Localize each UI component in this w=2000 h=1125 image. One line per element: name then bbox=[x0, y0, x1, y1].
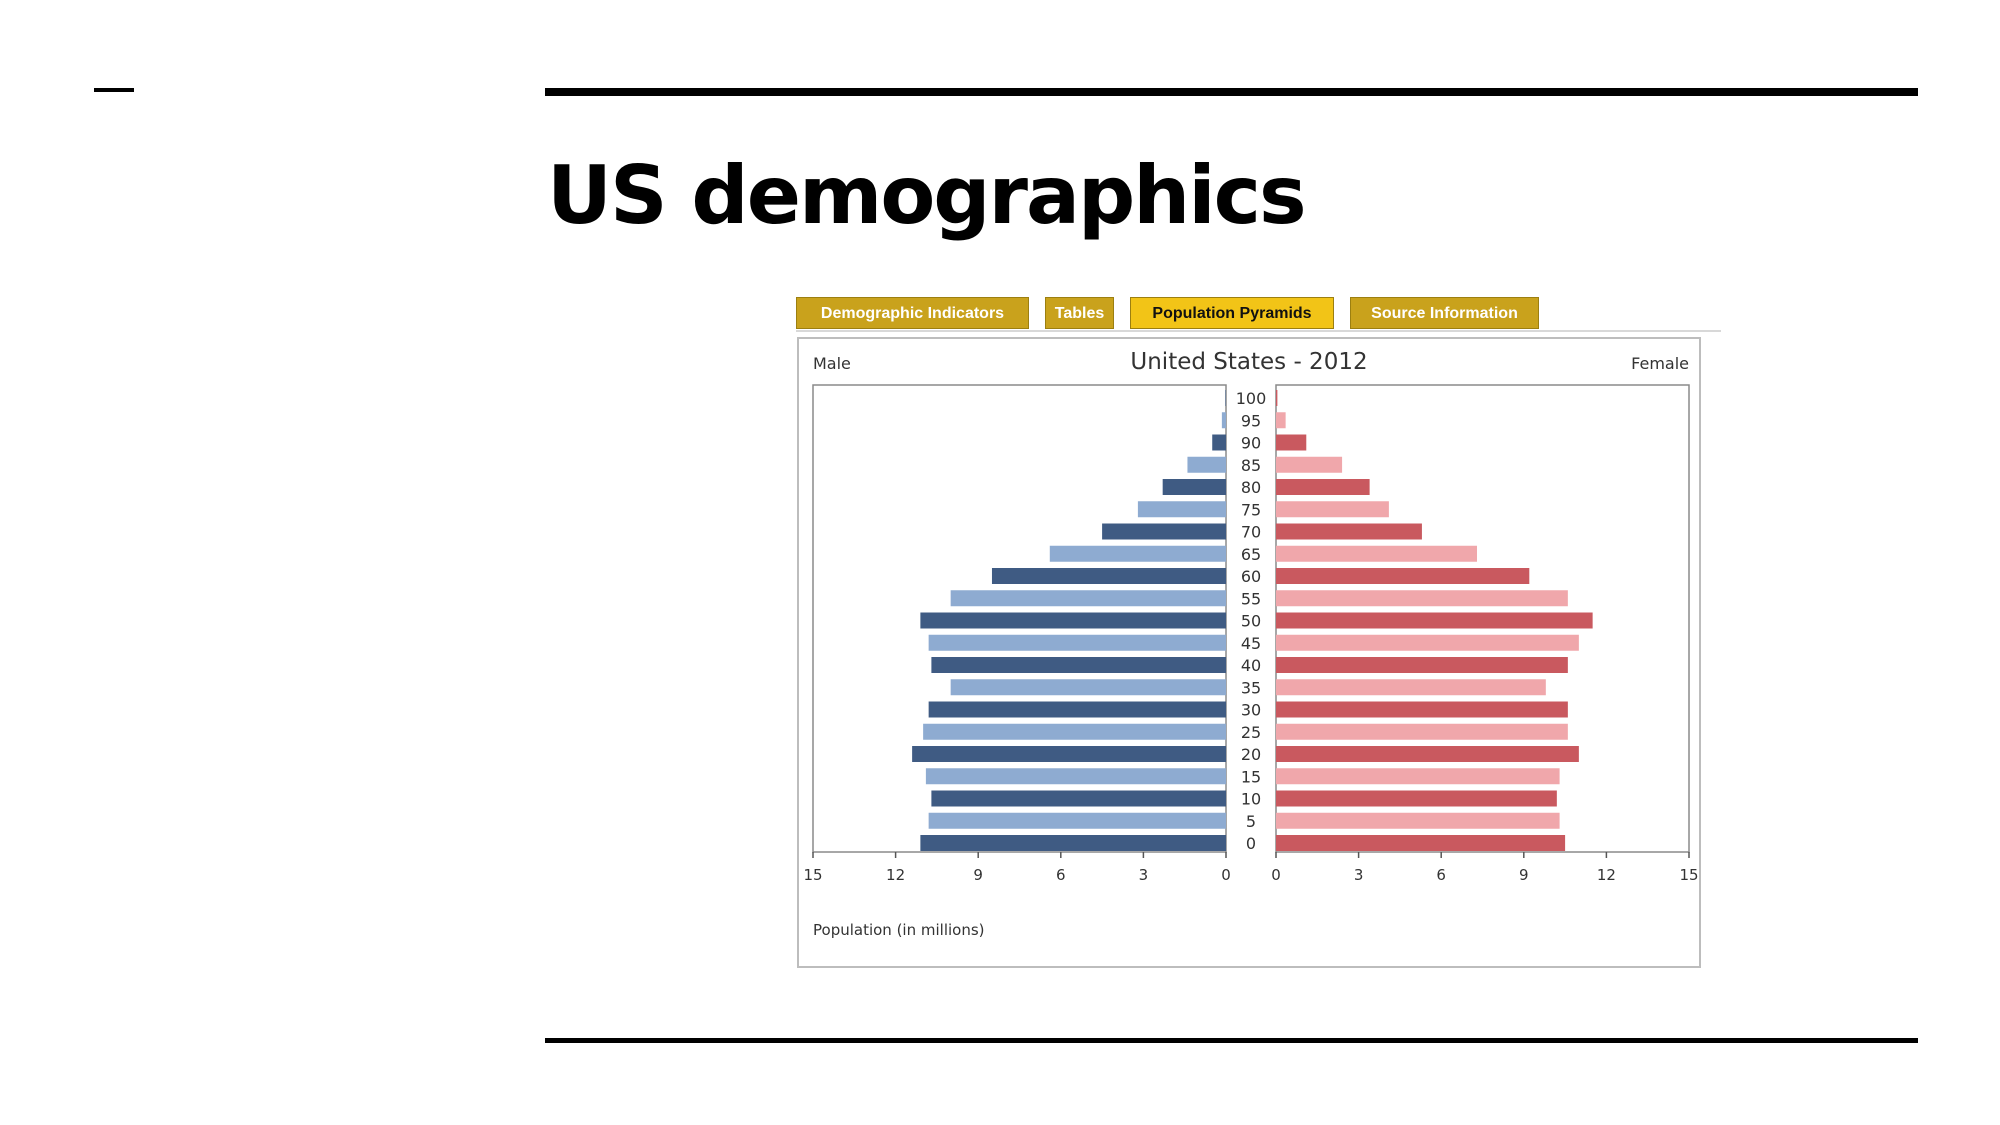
x-tick-label: 15 bbox=[1679, 866, 1698, 884]
male-bar-5 bbox=[928, 812, 1226, 829]
x-tick-label: 3 bbox=[1354, 866, 1364, 884]
age-label-55: 55 bbox=[1241, 589, 1261, 608]
male-bar-85 bbox=[1187, 456, 1226, 473]
x-tick-label: 0 bbox=[1271, 866, 1281, 884]
male-bar-20 bbox=[912, 746, 1226, 762]
slide-dash-mark bbox=[94, 88, 134, 92]
x-tick-label: 6 bbox=[1056, 866, 1066, 884]
age-label-65: 65 bbox=[1241, 545, 1261, 564]
male-bar-50 bbox=[920, 612, 1226, 629]
male-bar-75 bbox=[1137, 501, 1226, 518]
tab-demographic-indicators[interactable]: Demographic Indicators bbox=[796, 297, 1029, 329]
female-bar-60 bbox=[1276, 568, 1530, 584]
male-bar-55 bbox=[950, 590, 1226, 607]
female-bar-5 bbox=[1276, 812, 1560, 829]
female-bar-0 bbox=[1276, 835, 1566, 851]
age-label-15: 15 bbox=[1241, 767, 1261, 786]
female-bar-90 bbox=[1276, 434, 1307, 451]
age-label-100: 100 bbox=[1236, 389, 1267, 408]
age-label-45: 45 bbox=[1241, 634, 1261, 653]
population-pyramid-chart: United States - 2012 Male Female 0 5 10 15 20 25… bbox=[803, 349, 1698, 939]
male-bar-35 bbox=[950, 679, 1226, 696]
female-bar-40 bbox=[1276, 657, 1568, 673]
x-tick-label: 3 bbox=[1139, 866, 1149, 884]
male-bar-70 bbox=[1102, 523, 1226, 540]
male-bar-25 bbox=[923, 723, 1226, 740]
female-bar-30 bbox=[1276, 701, 1568, 718]
x-tick-label: 15 bbox=[803, 866, 822, 884]
male-bar-15 bbox=[925, 768, 1226, 785]
age-label-10: 10 bbox=[1241, 790, 1261, 809]
top-rule bbox=[545, 88, 1918, 96]
female-bar-55 bbox=[1276, 590, 1568, 607]
x-tick-label: 9 bbox=[1519, 866, 1529, 884]
male-bar-80 bbox=[1162, 479, 1226, 495]
female-bar-25 bbox=[1276, 723, 1568, 740]
age-label-70: 70 bbox=[1241, 523, 1261, 542]
female-bar-50 bbox=[1276, 612, 1593, 629]
age-label-5: 5 bbox=[1246, 812, 1256, 831]
chart-title: United States - 2012 bbox=[1130, 349, 1367, 375]
female-bar-100 bbox=[1276, 390, 1278, 406]
female-bar-95 bbox=[1276, 412, 1286, 429]
age-label-85: 85 bbox=[1241, 456, 1261, 475]
female-bar-45 bbox=[1276, 634, 1579, 651]
x-tick-label: 12 bbox=[886, 866, 905, 884]
tab-bar: Demographic Indicators Tables Population… bbox=[796, 297, 1721, 331]
female-bar-70 bbox=[1276, 523, 1422, 540]
male-bar-100 bbox=[1225, 390, 1226, 406]
female-label: Female bbox=[1631, 354, 1689, 373]
male-bar-95 bbox=[1221, 412, 1226, 429]
male-bar-30 bbox=[928, 701, 1226, 718]
age-label-40: 40 bbox=[1241, 656, 1261, 675]
female-bar-10 bbox=[1276, 790, 1557, 807]
male-bar-90 bbox=[1212, 434, 1226, 451]
female-bar-80 bbox=[1276, 479, 1370, 495]
age-label-30: 30 bbox=[1241, 701, 1261, 720]
age-label-0: 0 bbox=[1246, 834, 1256, 853]
x-tick-label: 6 bbox=[1436, 866, 1446, 884]
age-label-95: 95 bbox=[1241, 411, 1261, 430]
female-bar-35 bbox=[1276, 679, 1546, 696]
age-label-60: 60 bbox=[1241, 567, 1261, 586]
x-tick-label: 12 bbox=[1597, 866, 1616, 884]
slide-title: US demographics bbox=[547, 149, 1307, 242]
tab-source-information[interactable]: Source Information bbox=[1350, 297, 1539, 329]
female-bar-85 bbox=[1276, 456, 1343, 473]
x-axis-label: Population (in millions) bbox=[813, 921, 985, 939]
female-bar-20 bbox=[1276, 746, 1579, 762]
x-tick-label: 9 bbox=[973, 866, 983, 884]
x-tick-label: 0 bbox=[1221, 866, 1231, 884]
tab-underline bbox=[796, 330, 1721, 332]
age-label-20: 20 bbox=[1241, 745, 1261, 764]
age-label-80: 80 bbox=[1241, 478, 1261, 497]
tab-population-pyramids[interactable]: Population Pyramids bbox=[1130, 297, 1334, 329]
male-bar-45 bbox=[928, 634, 1226, 651]
male-bar-0 bbox=[920, 835, 1226, 851]
age-label-75: 75 bbox=[1241, 500, 1261, 519]
tab-tables[interactable]: Tables bbox=[1045, 297, 1114, 329]
age-label-50: 50 bbox=[1241, 612, 1261, 631]
male-bar-65 bbox=[1049, 545, 1226, 562]
male-bar-40 bbox=[931, 657, 1226, 673]
male-bar-10 bbox=[931, 790, 1226, 807]
chart-frame bbox=[797, 337, 1701, 968]
bottom-rule bbox=[545, 1038, 1918, 1043]
age-label-90: 90 bbox=[1241, 434, 1261, 453]
age-label-25: 25 bbox=[1241, 723, 1261, 742]
male-bar-60 bbox=[991, 568, 1226, 584]
female-bar-75 bbox=[1276, 501, 1389, 518]
female-bar-15 bbox=[1276, 768, 1560, 785]
age-label-35: 35 bbox=[1241, 678, 1261, 697]
female-bar-65 bbox=[1276, 545, 1477, 562]
male-label: Male bbox=[813, 354, 851, 373]
